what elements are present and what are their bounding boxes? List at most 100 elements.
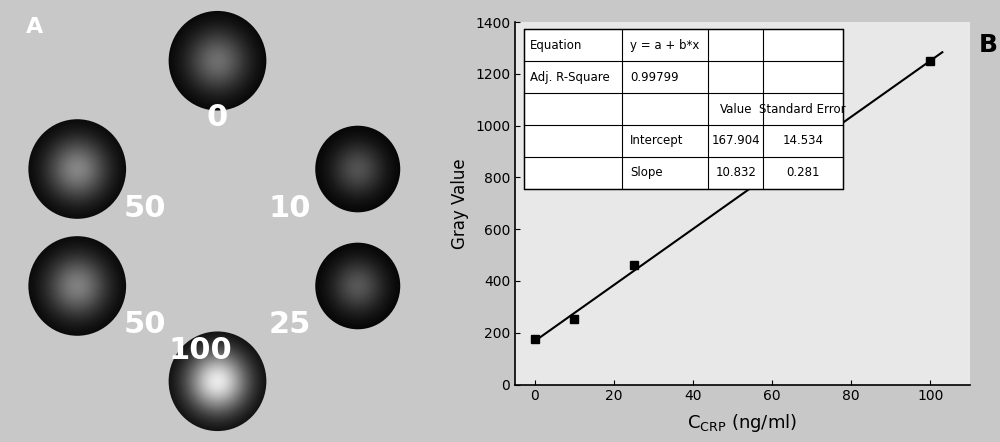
- Circle shape: [344, 155, 372, 183]
- Circle shape: [196, 38, 239, 83]
- Circle shape: [44, 135, 110, 202]
- Circle shape: [347, 158, 368, 180]
- Circle shape: [67, 159, 87, 179]
- Circle shape: [71, 280, 83, 292]
- Text: 0.281: 0.281: [786, 166, 820, 179]
- Circle shape: [355, 283, 361, 289]
- Circle shape: [216, 60, 219, 62]
- Circle shape: [354, 282, 362, 290]
- Circle shape: [200, 43, 235, 78]
- Circle shape: [194, 37, 241, 84]
- Circle shape: [188, 351, 247, 411]
- Circle shape: [207, 370, 228, 392]
- Circle shape: [75, 167, 80, 171]
- Circle shape: [350, 278, 365, 293]
- Circle shape: [346, 157, 369, 181]
- Circle shape: [66, 275, 88, 297]
- Circle shape: [189, 353, 246, 410]
- Circle shape: [324, 251, 392, 320]
- Circle shape: [329, 257, 386, 315]
- Circle shape: [32, 240, 122, 332]
- Circle shape: [351, 279, 364, 293]
- Circle shape: [70, 161, 85, 176]
- Circle shape: [53, 261, 102, 311]
- Circle shape: [38, 246, 116, 326]
- Circle shape: [336, 147, 379, 191]
- Circle shape: [43, 134, 111, 204]
- Circle shape: [54, 145, 100, 193]
- Circle shape: [176, 19, 259, 103]
- Circle shape: [332, 260, 383, 312]
- Circle shape: [324, 134, 392, 204]
- Circle shape: [37, 128, 118, 210]
- Circle shape: [203, 46, 232, 76]
- Circle shape: [317, 245, 398, 327]
- Circle shape: [45, 254, 109, 318]
- Circle shape: [320, 247, 396, 325]
- Circle shape: [213, 56, 222, 66]
- Circle shape: [198, 41, 237, 80]
- Circle shape: [169, 11, 266, 110]
- Circle shape: [182, 345, 253, 417]
- Circle shape: [329, 140, 386, 198]
- Circle shape: [175, 338, 260, 425]
- Circle shape: [76, 285, 78, 287]
- Circle shape: [325, 252, 391, 320]
- Circle shape: [216, 380, 219, 382]
- Circle shape: [331, 259, 384, 313]
- Circle shape: [30, 121, 125, 217]
- Circle shape: [343, 154, 373, 184]
- Circle shape: [342, 270, 374, 302]
- Circle shape: [332, 143, 383, 195]
- Circle shape: [44, 252, 110, 320]
- Circle shape: [315, 243, 400, 329]
- Circle shape: [65, 156, 89, 182]
- Circle shape: [323, 250, 393, 322]
- Circle shape: [210, 53, 225, 68]
- Circle shape: [356, 284, 360, 288]
- Circle shape: [349, 160, 366, 178]
- Circle shape: [59, 150, 96, 188]
- Circle shape: [315, 126, 400, 212]
- Circle shape: [183, 26, 252, 95]
- Circle shape: [204, 368, 231, 395]
- Circle shape: [330, 258, 385, 314]
- FancyBboxPatch shape: [524, 29, 843, 189]
- Circle shape: [64, 155, 91, 183]
- Circle shape: [202, 45, 233, 77]
- Circle shape: [63, 154, 92, 184]
- Text: Standard Error: Standard Error: [759, 103, 846, 116]
- Circle shape: [69, 277, 86, 295]
- Circle shape: [74, 282, 81, 290]
- Circle shape: [181, 23, 254, 98]
- Circle shape: [325, 135, 391, 202]
- Circle shape: [327, 255, 389, 317]
- Circle shape: [316, 244, 399, 328]
- Circle shape: [321, 248, 395, 324]
- Circle shape: [215, 58, 220, 63]
- Circle shape: [215, 379, 220, 384]
- Circle shape: [182, 25, 253, 97]
- Circle shape: [186, 349, 249, 414]
- Circle shape: [333, 261, 382, 311]
- Circle shape: [65, 274, 89, 298]
- Circle shape: [183, 347, 252, 416]
- Circle shape: [49, 257, 105, 315]
- Circle shape: [69, 160, 86, 178]
- Circle shape: [58, 266, 97, 306]
- Circle shape: [75, 283, 80, 289]
- Circle shape: [193, 36, 242, 86]
- Circle shape: [64, 272, 91, 300]
- Circle shape: [352, 164, 363, 175]
- Circle shape: [49, 141, 105, 198]
- Circle shape: [41, 132, 114, 206]
- Circle shape: [214, 377, 221, 385]
- Circle shape: [187, 30, 248, 92]
- Circle shape: [60, 269, 94, 303]
- Circle shape: [34, 242, 120, 330]
- Text: Slope: Slope: [630, 166, 663, 179]
- Circle shape: [192, 355, 243, 408]
- Text: Value: Value: [719, 103, 752, 116]
- Circle shape: [336, 264, 379, 308]
- Circle shape: [55, 147, 99, 191]
